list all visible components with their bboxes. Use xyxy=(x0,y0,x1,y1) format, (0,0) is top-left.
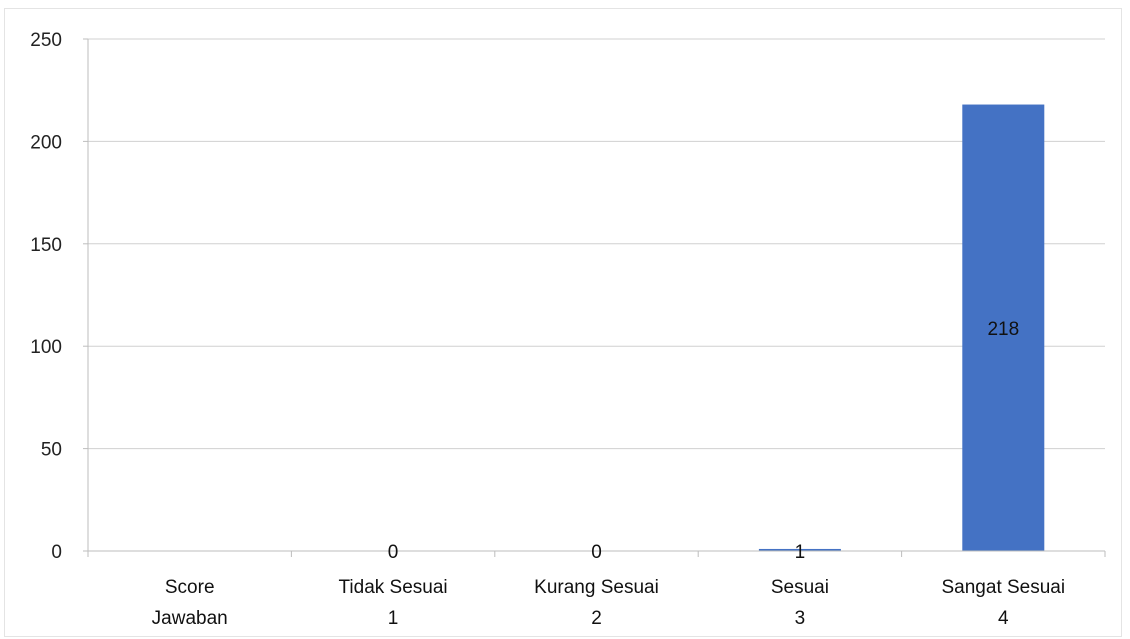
y-tick-label: 200 xyxy=(30,132,62,153)
x-tick-label-line2: 4 xyxy=(998,608,1009,629)
data-label: 218 xyxy=(987,319,1019,340)
y-tick-label: 150 xyxy=(30,235,62,256)
x-tick-label: Sesuai xyxy=(771,577,829,598)
x-tick-label: Sangat Sesuai xyxy=(942,577,1066,598)
y-tick-label: 100 xyxy=(30,337,62,358)
y-tick-labels: 0 50 100 150 200 250 xyxy=(30,30,62,563)
y-tick-label: 0 xyxy=(51,542,62,563)
bar xyxy=(758,548,841,551)
y-tick-label: 50 xyxy=(41,440,62,461)
x-tick-label: Score xyxy=(165,577,215,598)
x-tick-label-line2: Jawaban xyxy=(152,608,228,629)
x-tick-label-line2: 1 xyxy=(388,608,399,629)
data-labels: 0 0 1 218 xyxy=(388,319,1019,563)
data-label: 0 xyxy=(591,542,602,563)
x-tick-labels: Score Jawaban Tidak Sesuai 1 Kurang Sesuai 2 S… xyxy=(152,577,1065,629)
y-tick-label: 250 xyxy=(30,30,62,51)
x-tick-label: Kurang Sesuai xyxy=(534,577,659,598)
data-label: 0 xyxy=(388,542,399,563)
bar xyxy=(962,104,1045,551)
axes xyxy=(83,38,1106,557)
x-tick-label-line2: 3 xyxy=(795,608,806,629)
x-tick-label-line2: 2 xyxy=(591,608,602,629)
bars xyxy=(758,104,1045,551)
data-label: 1 xyxy=(795,542,806,563)
gridlines xyxy=(88,38,1105,450)
x-tick-label: Tidak Sesuai xyxy=(339,577,448,598)
